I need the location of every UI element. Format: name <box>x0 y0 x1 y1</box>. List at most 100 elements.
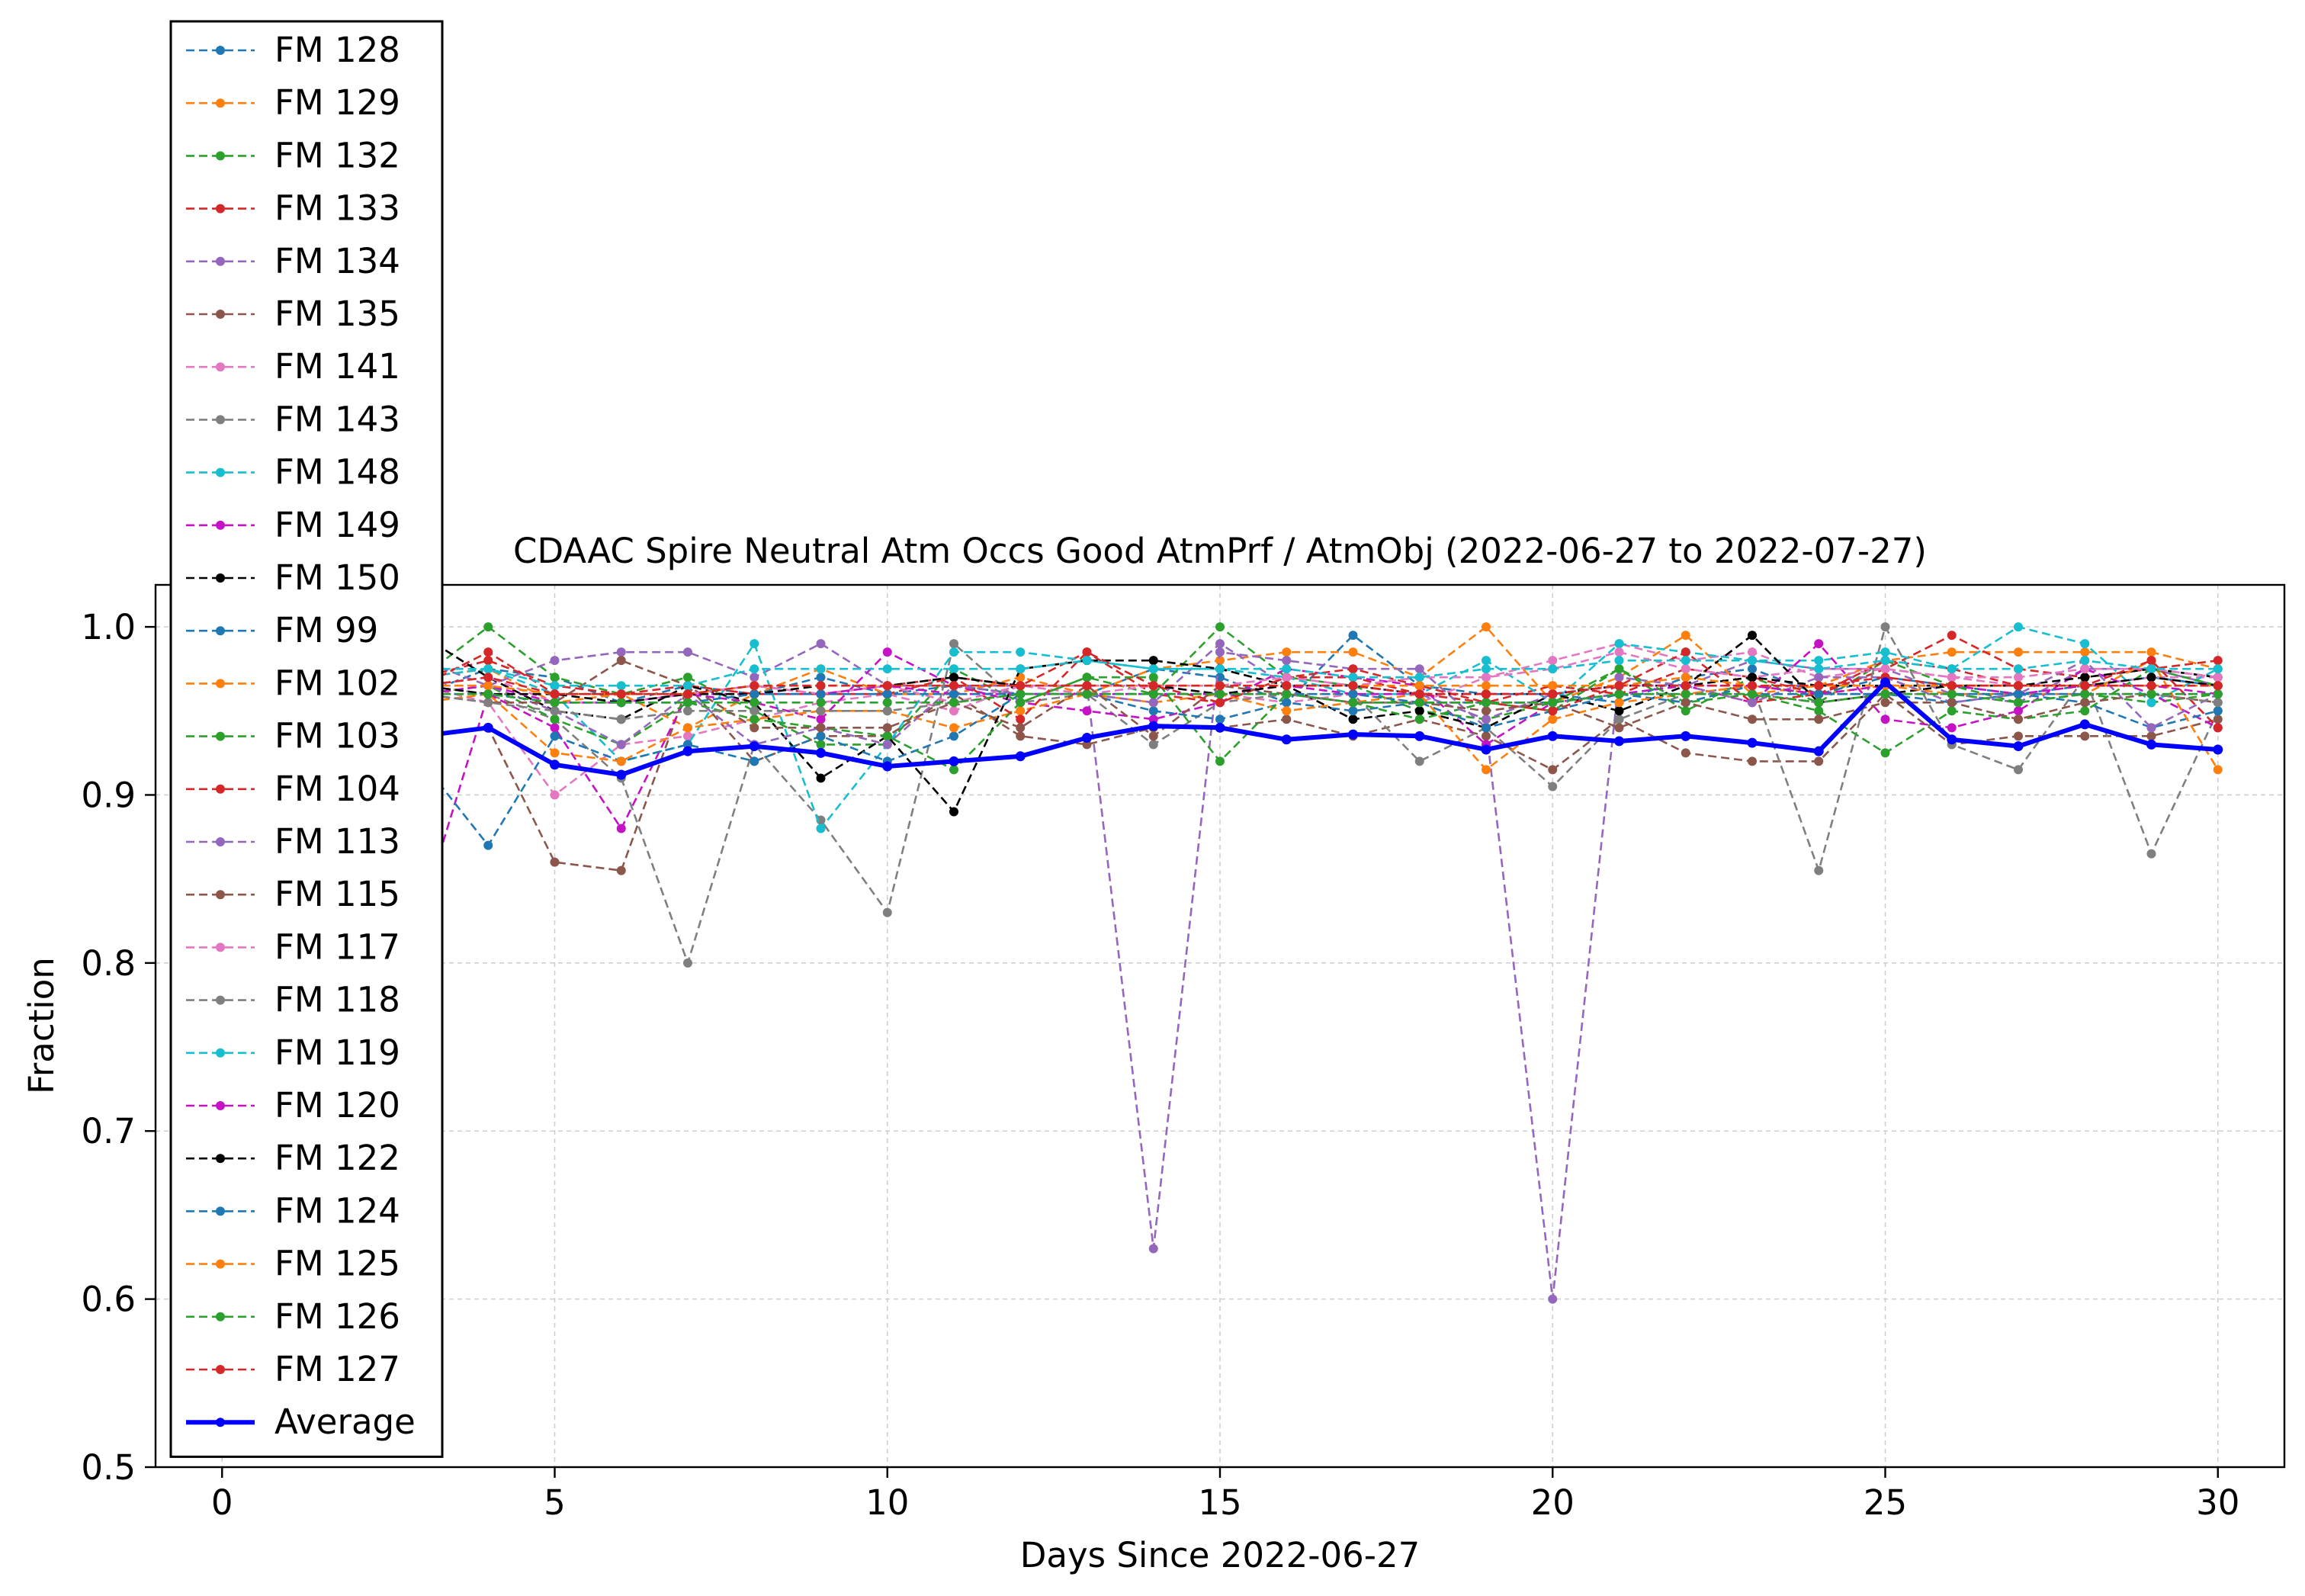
data-point <box>949 731 958 741</box>
data-point <box>683 731 692 741</box>
chart-title: CDAAC Spire Neutral Atm Occs Good AtmPrf… <box>513 531 1927 571</box>
data-point <box>1548 1294 1558 1304</box>
data-point <box>550 698 560 708</box>
data-point <box>1614 681 1624 691</box>
data-point <box>483 647 493 657</box>
data-point <box>483 689 493 699</box>
series-average <box>217 677 2223 780</box>
data-point <box>1947 723 1957 733</box>
data-point <box>750 673 759 682</box>
legend-label: FM 117 <box>274 926 400 967</box>
legend-label: FM 103 <box>274 716 400 756</box>
data-point <box>1215 622 1225 632</box>
data-point <box>1880 656 1890 666</box>
data-point <box>2014 765 2023 775</box>
data-point <box>2146 681 2156 691</box>
legend-swatch-marker <box>216 415 225 425</box>
data-point <box>1482 656 1491 666</box>
data-point <box>1215 698 1225 708</box>
data-point <box>1016 681 1026 691</box>
data-point <box>1880 698 1890 708</box>
data-point <box>1548 664 1558 674</box>
data-point <box>2014 706 2023 716</box>
legend-label: FM 128 <box>274 30 400 70</box>
legend-label: FM 119 <box>274 1032 400 1073</box>
data-point <box>2014 715 2023 724</box>
data-point <box>1482 689 1491 699</box>
legend-label: FM 141 <box>274 346 400 387</box>
y-axis-label: Fraction <box>21 957 62 1094</box>
data-point <box>816 773 826 783</box>
data-point <box>816 815 826 825</box>
data-point <box>550 857 560 867</box>
data-point <box>1348 706 1358 716</box>
data-point <box>483 698 493 708</box>
data-point <box>882 647 892 657</box>
legend-swatch-marker <box>216 362 225 372</box>
data-point <box>816 706 826 716</box>
data-point <box>1548 689 1558 699</box>
data-point <box>1414 673 1424 682</box>
data-point <box>1614 639 1624 649</box>
data-point <box>1614 664 1624 674</box>
data-point <box>750 756 759 766</box>
data-point <box>1748 664 1757 674</box>
data-point <box>1148 731 1158 741</box>
legend-swatch-marker <box>216 46 225 55</box>
data-point <box>1482 681 1491 691</box>
data-point <box>683 958 692 968</box>
data-point <box>1348 631 1358 641</box>
data-point <box>1148 689 1158 699</box>
data-point <box>1614 673 1624 682</box>
data-point <box>1482 698 1491 708</box>
data-point <box>683 723 692 733</box>
data-point <box>483 673 493 682</box>
legend-swatch-marker <box>216 1312 225 1321</box>
data-point <box>1681 689 1690 699</box>
legend-label: FM 143 <box>274 399 400 439</box>
legend-swatch-marker <box>216 679 225 689</box>
data-point <box>1748 756 1757 766</box>
data-point <box>2146 689 2156 699</box>
x-tick-label: 5 <box>544 1482 566 1523</box>
legend-label: FM 120 <box>274 1085 400 1126</box>
x-tick-label: 25 <box>1864 1482 1907 1523</box>
data-point <box>1614 647 1624 657</box>
data-point <box>1082 673 1092 682</box>
data-point <box>1281 734 1292 745</box>
data-point <box>1282 664 1292 674</box>
data-point <box>1082 689 1092 699</box>
data-point <box>1082 656 1092 666</box>
data-point <box>616 647 626 657</box>
data-point <box>1614 706 1624 716</box>
data-point <box>750 698 759 708</box>
data-point <box>1947 706 1957 716</box>
legend-swatch-marker <box>216 1101 225 1110</box>
data-point <box>2014 698 2023 708</box>
data-point <box>1681 631 1690 641</box>
axis-ticks: 0 5 10 15 20 25 30 0.5 0.6 0.7 0.8 0.9 1.0 <box>81 607 2239 1523</box>
data-point <box>1016 647 1026 657</box>
legend-swatch-marker <box>216 837 225 846</box>
data-point <box>1215 664 1225 674</box>
data-point <box>1282 706 1292 716</box>
data-point <box>483 622 493 632</box>
data-point <box>750 723 759 733</box>
data-point <box>1414 731 1425 741</box>
legend-item: FM 120 <box>186 1085 400 1126</box>
data-point <box>1148 721 1159 731</box>
data-point <box>882 706 892 716</box>
data-point <box>483 656 493 666</box>
data-point <box>750 681 759 691</box>
legend-label: FM 129 <box>274 82 400 123</box>
data-point <box>683 673 692 682</box>
data-point <box>1215 722 1225 733</box>
data-point <box>1016 715 1026 724</box>
data-point <box>1148 740 1158 750</box>
data-point <box>683 647 692 657</box>
data-point <box>483 722 493 733</box>
data-point <box>550 673 560 682</box>
data-point <box>882 698 892 708</box>
data-point <box>1814 698 1824 708</box>
data-point <box>1880 664 1890 674</box>
